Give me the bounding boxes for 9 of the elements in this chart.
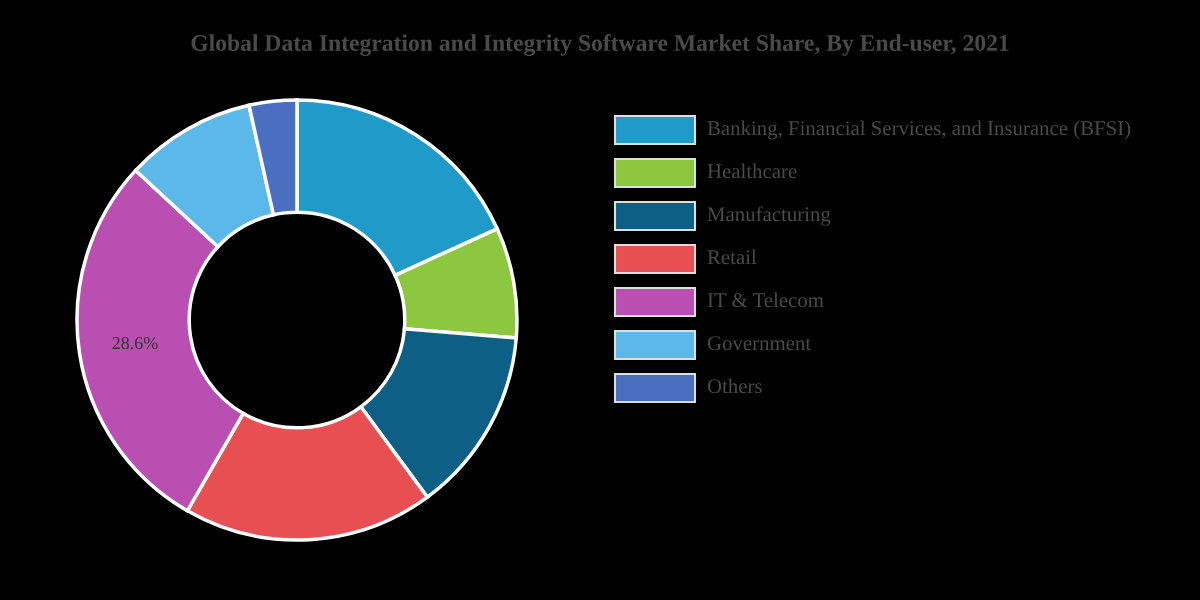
legend-label: IT & Telecom bbox=[707, 292, 824, 308]
legend-label: Healthcare bbox=[707, 163, 797, 179]
legend-label: Others bbox=[707, 378, 762, 394]
legend-label: Manufacturing bbox=[707, 206, 831, 226]
legend-label: Government bbox=[707, 336, 812, 351]
data-label: 28.6% bbox=[112, 336, 158, 350]
legend-label: Retail bbox=[707, 249, 757, 265]
chart-title: Global Data Integration and Integrity Software Market Share, By End-user, 2021 bbox=[191, 34, 1009, 56]
legend-label: Banking, Financial Services, and Insurance (BFSI) bbox=[707, 120, 1131, 140]
